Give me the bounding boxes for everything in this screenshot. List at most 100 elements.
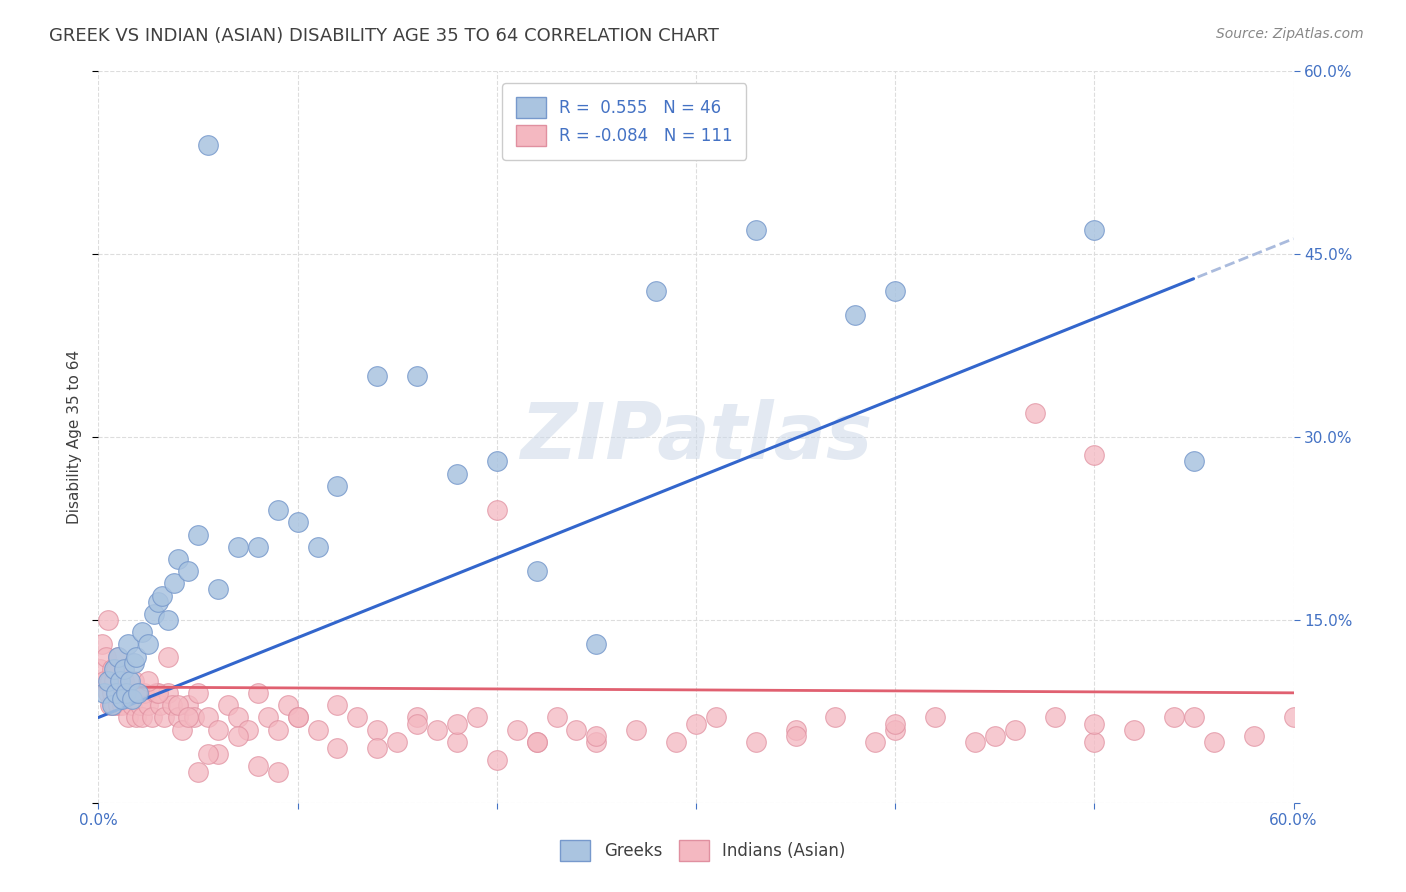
Point	[187, 527, 209, 541]
Point	[167, 552, 190, 566]
Point	[207, 582, 229, 597]
Point	[963, 735, 986, 749]
Point	[446, 716, 468, 731]
Point	[984, 729, 1007, 743]
Point	[131, 710, 153, 724]
Point	[585, 729, 607, 743]
Point	[167, 698, 190, 713]
Point	[287, 710, 309, 724]
Point	[167, 710, 190, 724]
Point	[1182, 454, 1205, 468]
Point	[745, 223, 768, 237]
Point	[884, 284, 907, 298]
Text: GREEK VS INDIAN (ASIAN) DISABILITY AGE 35 TO 64 CORRELATION CHART: GREEK VS INDIAN (ASIAN) DISABILITY AGE 3…	[49, 27, 718, 45]
Point	[121, 692, 143, 706]
Point	[145, 686, 167, 700]
Point	[136, 673, 159, 688]
Point	[1282, 710, 1305, 724]
Point	[217, 698, 239, 713]
Point	[366, 723, 388, 737]
Point	[105, 662, 128, 676]
Point	[246, 759, 269, 773]
Point	[1043, 710, 1066, 724]
Point	[172, 723, 194, 737]
Point	[153, 710, 176, 724]
Point	[585, 735, 607, 749]
Point	[98, 698, 122, 713]
Point	[101, 698, 124, 713]
Point	[177, 564, 200, 578]
Point	[924, 710, 946, 724]
Point	[745, 735, 768, 749]
Point	[704, 710, 727, 724]
Point	[121, 698, 143, 713]
Point	[546, 710, 568, 724]
Point	[177, 710, 200, 724]
Point	[406, 716, 429, 731]
Point	[267, 765, 290, 780]
Point	[406, 369, 429, 384]
Point	[824, 710, 846, 724]
Point	[446, 467, 468, 481]
Point	[267, 723, 290, 737]
Point	[685, 716, 707, 731]
Point	[1243, 729, 1265, 743]
Point	[1182, 710, 1205, 724]
Point	[884, 716, 907, 731]
Point	[1083, 223, 1105, 237]
Point	[107, 649, 129, 664]
Legend: R =  0.555   N = 46, R = -0.084   N = 111: R = 0.555 N = 46, R = -0.084 N = 111	[502, 83, 747, 160]
Point	[112, 662, 135, 676]
Point	[148, 594, 170, 608]
Point	[406, 710, 429, 724]
Point	[1083, 735, 1105, 749]
Point	[446, 735, 468, 749]
Point	[326, 698, 349, 713]
Point	[785, 729, 807, 743]
Point	[98, 673, 122, 688]
Point	[177, 698, 200, 713]
Point	[236, 723, 259, 737]
Point	[187, 686, 209, 700]
Point	[256, 710, 278, 724]
Point	[226, 710, 249, 724]
Point	[197, 137, 219, 152]
Point	[124, 673, 146, 688]
Point	[526, 735, 548, 749]
Point	[267, 503, 290, 517]
Point	[565, 723, 588, 737]
Point	[626, 723, 648, 737]
Point	[111, 698, 134, 713]
Point	[107, 649, 129, 664]
Point	[96, 649, 118, 664]
Legend: Greeks, Indians (Asian): Greeks, Indians (Asian)	[554, 833, 852, 868]
Point	[105, 686, 128, 700]
Point	[105, 686, 128, 700]
Point	[163, 576, 186, 591]
Point	[134, 686, 156, 700]
Point	[485, 753, 508, 767]
Point	[326, 740, 349, 755]
Point	[346, 710, 368, 724]
Point	[485, 503, 508, 517]
Point	[125, 710, 148, 724]
Point	[865, 735, 887, 749]
Point	[143, 607, 166, 621]
Point	[785, 723, 807, 737]
Point	[120, 673, 142, 688]
Point	[107, 698, 129, 713]
Point	[150, 589, 173, 603]
Point	[111, 692, 134, 706]
Point	[127, 686, 149, 700]
Point	[91, 637, 114, 651]
Point	[207, 747, 229, 761]
Point	[526, 564, 548, 578]
Point	[101, 686, 124, 700]
Point	[103, 698, 125, 713]
Point	[1083, 716, 1105, 731]
Point	[1123, 723, 1146, 737]
Point	[129, 698, 152, 713]
Point	[197, 710, 219, 724]
Point	[115, 686, 138, 700]
Point	[385, 735, 409, 749]
